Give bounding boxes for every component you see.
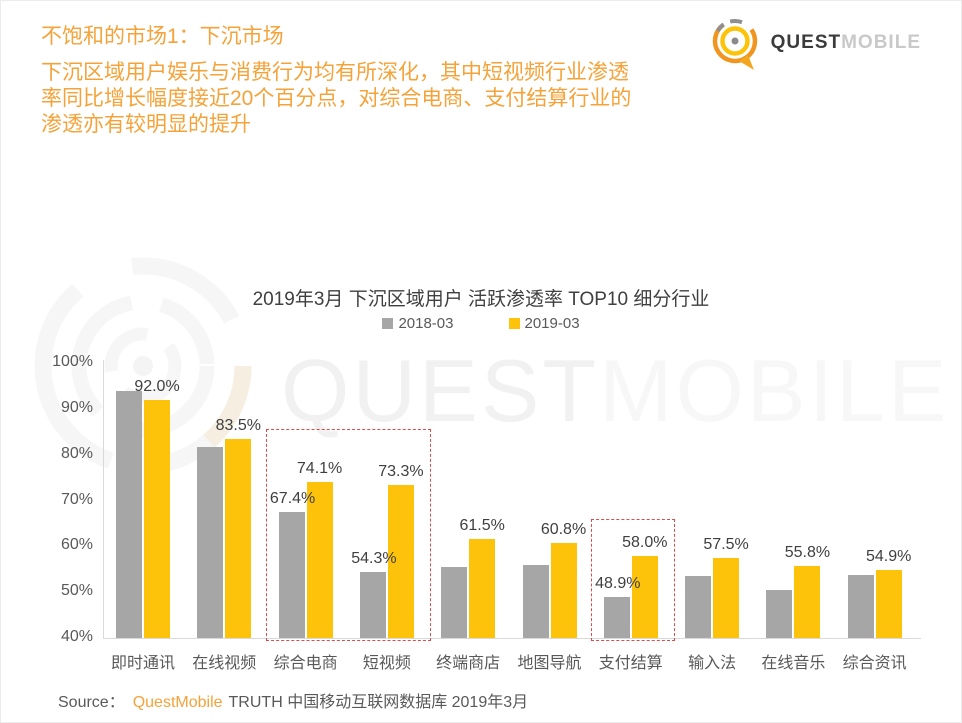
source-brand: QuestMobile <box>132 694 223 711</box>
legend-label: 2019-03 <box>524 315 580 332</box>
y-tick-40: 40% <box>60 628 93 645</box>
legend-swatch-icon <box>508 318 520 329</box>
bar-支付结算-2019-03 <box>631 555 658 638</box>
bar-地图导航-2018-03 <box>522 565 549 638</box>
questmobile-logo-text: QUESTMOBILE <box>771 32 921 54</box>
x-label-地图导航: 地图导航 <box>517 655 582 672</box>
bar-地图导航-2019-03 <box>550 542 577 638</box>
questmobile-logo-icon <box>712 18 757 70</box>
bar-即时通讯-2018-03 <box>116 391 142 638</box>
bar-终端商店-2019-03 <box>469 539 496 638</box>
bar-在线视频-2018-03 <box>197 446 224 638</box>
logo-mobile-text: MOBILE <box>841 32 921 53</box>
x-label-在线音乐: 在线音乐 <box>761 655 826 672</box>
value-label-即时通讯-2019-03: 92.0% <box>134 377 180 395</box>
questmobile-logo: QUESTMOBILE <box>707 14 921 72</box>
bar-综合资讯-2019-03 <box>875 569 902 638</box>
x-label-综合电商: 综合电商 <box>273 655 338 672</box>
value-label-短视频-2018-03: 54.3% <box>351 550 397 568</box>
source-line: Source： QuestMobile TRUTH 中国移动互联网数据库 2019年… <box>58 688 528 712</box>
bar-综合电商-2018-03 <box>278 512 305 638</box>
highlight-box-1 <box>265 429 431 641</box>
page-subtitle-line-1: 下沉区域用户娱乐与消费行为均有所深化，其中短视频行业渗透 <box>41 61 629 84</box>
value-label-地图导航-2019-03: 60.8% <box>540 520 587 538</box>
x-label-即时通讯: 即时通讯 <box>110 655 175 672</box>
bar-在线音乐-2019-03 <box>794 565 821 638</box>
bar-支付结算-2018-03 <box>603 597 630 638</box>
value-label-支付结算-2019-03: 58.0% <box>622 533 668 551</box>
x-label-支付结算: 支付结算 <box>598 655 663 672</box>
value-label-综合电商-2019-03: 74.1% <box>296 459 343 477</box>
y-tick-50: 50% <box>60 582 93 600</box>
value-label-在线音乐-2019-03: 55.8% <box>784 543 831 561</box>
bar-短视频-2019-03 <box>387 485 414 638</box>
y-tick-100: 100% <box>52 353 93 370</box>
bar-终端商店-2018-03 <box>441 567 468 638</box>
y-tick-60: 60% <box>60 536 93 554</box>
legend-item-2019-03: 2019-03 <box>508 315 580 332</box>
logo-quest-text: QUEST <box>770 32 842 53</box>
chart-legend: 2018-03 2019-03 <box>81 315 881 332</box>
legend-item-2018-03: 2018-03 <box>382 315 454 332</box>
y-tick-80: 80% <box>60 444 93 462</box>
chart-title: 2019年3月 下沉区域用户 活跃渗透率 TOP10 细分行业 <box>252 289 710 310</box>
value-label-在线视频-2019-03: 83.5% <box>215 416 261 434</box>
x-label-短视频: 短视频 <box>362 655 411 672</box>
source-label: Source： <box>58 694 125 711</box>
x-label-在线视频: 在线视频 <box>192 655 257 672</box>
y-tick-90: 90% <box>60 398 93 416</box>
bar-输入法-2018-03 <box>685 576 712 638</box>
bar-短视频-2018-03 <box>359 572 386 638</box>
page-subtitle-line-2: 率同比增长幅度接近20个百分点，对综合电商、支付结算行业的 <box>41 87 632 110</box>
bar-输入法-2019-03 <box>713 557 740 638</box>
value-label-输入法-2019-03: 57.5% <box>703 535 749 553</box>
source-suffix: TRUTH 中国移动互联网数据库 2019年3月 <box>228 694 529 711</box>
highlight-box-2 <box>590 518 675 641</box>
value-label-短视频-2019-03: 73.3% <box>378 463 424 481</box>
x-axis-line <box>103 638 921 639</box>
value-label-终端商店-2019-03: 61.5% <box>459 517 505 535</box>
bar-即时通讯-2019-03 <box>144 399 170 638</box>
bar-在线音乐-2018-03 <box>766 589 793 638</box>
x-label-终端商店: 终端商店 <box>436 655 501 672</box>
page-subtitle: 下沉区域用户娱乐与消费行为均有所深化，其中短视频行业渗透 率同比增长幅度接近20… <box>41 60 631 138</box>
value-label-综合资讯-2019-03: 54.9% <box>866 547 912 565</box>
value-label-综合电商-2018-03: 67.4% <box>269 490 316 508</box>
bar-综合电商-2019-03 <box>306 481 333 638</box>
bar-在线视频-2019-03 <box>225 438 252 638</box>
legend-label: 2018-03 <box>398 315 454 332</box>
x-label-输入法: 输入法 <box>688 655 737 672</box>
x-label-综合资讯: 综合资讯 <box>842 655 907 672</box>
legend-swatch-icon <box>382 318 394 329</box>
page-subtitle-line-3: 渗透亦有较明显的提升 <box>41 113 251 136</box>
bar-综合资讯-2018-03 <box>847 575 874 638</box>
page-title: 不饱和的市场1：下沉市场 <box>41 25 284 48</box>
value-label-支付结算-2018-03: 48.9% <box>595 575 641 593</box>
y-tick-70: 70% <box>60 490 93 508</box>
y-axis-line <box>103 360 104 639</box>
